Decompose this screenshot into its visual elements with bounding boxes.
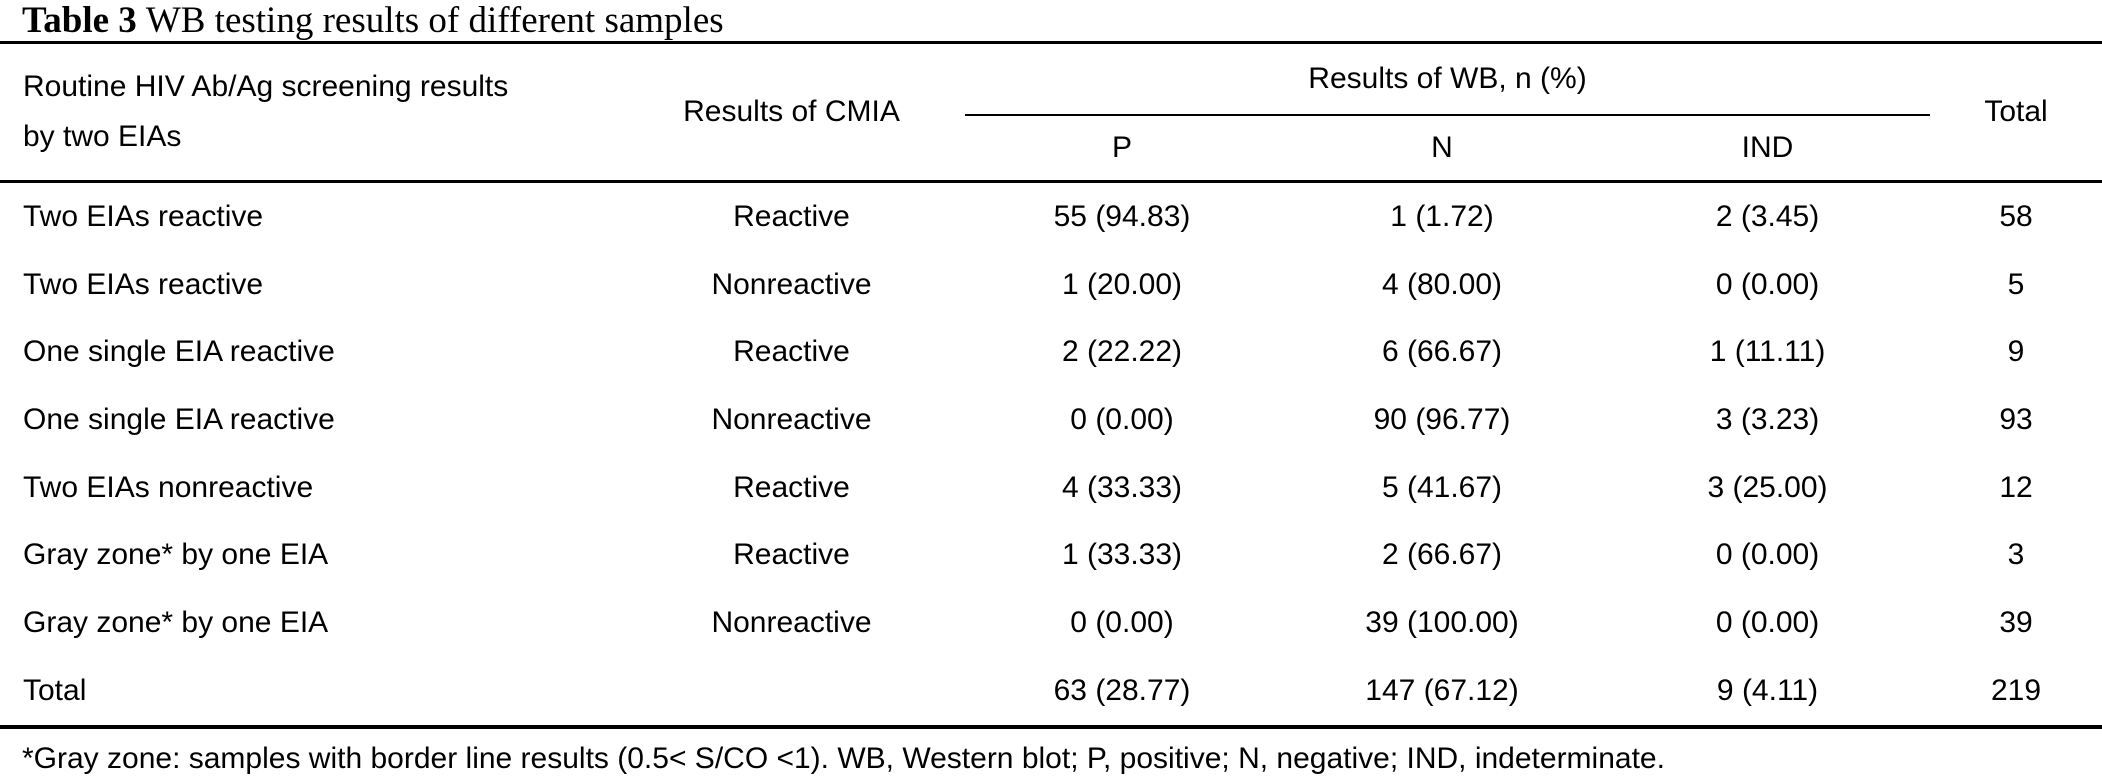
table-title-number: Table 3 [22,0,137,41]
cell-cmia: Reactive [733,335,850,369]
cell-total: 9 [2007,335,2025,369]
table-row: Gray zone* by one EIA Reactive 1 (33.33)… [0,521,2102,589]
cell-wb-n: 6 (66.67) [1381,335,1503,369]
cell-wb-ind: 3 (3.23) [1715,402,1820,436]
cell-screening: Two EIAs reactive [23,267,264,301]
cell-total: 39 [1999,605,2033,639]
header-row-group: Routine HIV Ab/Ag screening results by t… [0,42,2102,183]
cell-cmia: Nonreactive [711,267,872,301]
results-table: Routine HIV Ab/Ag screening results by t… [0,41,2102,729]
table-title: Table 3 WB testing results of different s… [0,0,2102,41]
table-row: Two EIAs reactive Reactive 55 (94.83) 1 … [0,182,2102,251]
cell-wb-p: 0 (0.00) [1070,402,1174,436]
cell-screening: Gray zone* by one EIA [23,538,329,572]
cell-wb-n: 5 (41.67) [1381,470,1503,504]
column-header-total: Total [1930,42,2102,183]
column-header-n: N [1279,115,1605,183]
cell-wb-p: 63 (28.77) [965,656,1279,729]
cell-cmia [618,656,965,729]
column-header-p: P [965,115,1279,183]
table-body: Two EIAs reactive Reactive 55 (94.83) 1 … [0,182,2102,729]
cell-cmia: Reactive [733,470,850,504]
table-row: Gray zone* by one EIA Nonreactive 0 (0.0… [0,589,2102,657]
column-group-header-wb: Results of WB, n (%) [965,42,1931,116]
column-header-ind: IND [1605,115,1931,183]
cell-screening: Total [0,656,618,729]
cell-wb-p: 55 (94.83) [1053,199,1191,233]
cell-wb-n: 1 (1.72) [1390,199,1494,233]
cell-cmia: Reactive [733,199,850,233]
cell-wb-p: 1 (20.00) [1061,267,1183,301]
cell-screening: Two EIAs nonreactive [23,470,314,504]
cell-wb-p: 0 (0.00) [1070,605,1174,639]
cell-wb-ind: 0 (0.00) [1715,267,1820,301]
cell-wb-n: 39 (100.00) [1365,605,1519,639]
cell-wb-n: 4 (80.00) [1381,267,1503,301]
cell-wb-p: 2 (22.22) [1061,335,1183,369]
table-row: Two EIAs reactive Nonreactive 1 (20.00) … [0,251,2102,319]
cell-screening: Gray zone* by one EIA [23,605,329,639]
column-header-screening-line1: Routine HIV Ab/Ag screening results [23,70,509,103]
cell-cmia: Nonreactive [711,605,872,639]
cell-total: 3 [2007,538,2025,572]
column-header-screening-line2: by two EIAs [23,120,182,153]
cell-total: 93 [1999,402,2033,436]
cell-wb-p: 4 (33.33) [1061,470,1183,504]
cell-wb-p: 1 (33.33) [1061,538,1183,572]
table-footnote: *Gray zone: samples with border line res… [22,741,1665,775]
cell-wb-n: 90 (96.77) [1373,402,1511,436]
cell-wb-ind: 0 (0.00) [1715,538,1820,572]
cell-wb-ind: 3 (25.00) [1707,470,1828,504]
cell-cmia: Reactive [733,538,850,572]
cell-screening: One single EIA reactive [23,402,335,436]
column-header-cmia: Results of CMIA [618,42,965,183]
cell-total: 58 [1999,199,2033,233]
table-row: One single EIA reactive Nonreactive 0 (0… [0,386,2102,454]
cell-screening: One single EIA reactive [23,335,335,369]
table-row-total: Total 63 (28.77) 147 (67.12) 9 (4.11) 21… [0,656,2102,729]
table-title-text: WB testing results of different samples [145,0,724,41]
cell-total: 12 [1999,470,2033,504]
table-row: Two EIAs nonreactive Reactive 4 (33.33) … [0,454,2102,522]
table-header: Routine HIV Ab/Ag screening results by t… [0,42,2102,183]
cell-wb-n: 2 (66.67) [1381,538,1503,572]
table-row: One single EIA reactive Reactive 2 (22.2… [0,318,2102,386]
cell-wb-ind: 0 (0.00) [1715,605,1820,639]
cell-wb-ind: 1 (11.11) [1709,335,1826,369]
cell-wb-n: 147 (67.12) [1279,656,1605,729]
cell-wb-ind: 2 (3.45) [1715,199,1820,233]
cell-screening: Two EIAs reactive [23,199,264,233]
cell-total: 219 [1930,656,2102,729]
header-row-sub: P N IND [0,115,2102,183]
column-header-screening: Routine HIV Ab/Ag screening results by t… [0,42,618,183]
cell-wb-ind: 9 (4.11) [1605,656,1931,729]
cell-cmia: Nonreactive [711,402,872,436]
cell-total: 5 [2007,267,2025,301]
